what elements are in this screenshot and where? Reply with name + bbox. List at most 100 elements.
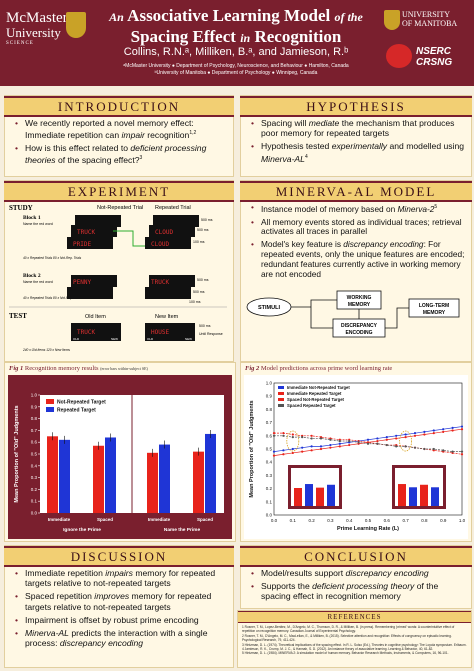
- screen-block2-3: [149, 275, 195, 287]
- series-point: [301, 446, 304, 449]
- block1-note: 40 x Repeated Trials 80 x Not-Rep. Trial…: [23, 256, 82, 260]
- series-point: [404, 433, 407, 436]
- series-point: [282, 434, 285, 437]
- poster-title: An Associative Learning Model of the Spa…: [109, 6, 363, 46]
- discussion-bullets: Immediate repetition impairs memory for …: [13, 568, 227, 651]
- reference-item: 2 Rosner, T. M., D'Angelo, M. C., MacLel…: [242, 633, 452, 643]
- y-tick-label: 0.8: [266, 407, 273, 412]
- fig2-xlabel: Prime Learning Rate (L): [337, 526, 399, 532]
- nserc-logo: NSERC CRSNG: [416, 46, 453, 68]
- test-header-old: Old Item: [85, 314, 106, 320]
- screen-block2-2: [67, 287, 113, 299]
- legend-swatch: [278, 404, 284, 407]
- repeat-arrow: [113, 230, 145, 247]
- references-list: 1 Rosner, T. M., Lopez-Benitez, M., D'An…: [238, 623, 471, 658]
- minerva-diagram: STIMULI WORKING MEMORY DISCREPANCY ENCOD…: [246, 290, 460, 338]
- series-point: [338, 445, 341, 448]
- introduction-heading: INTRODUCTION: [4, 96, 234, 117]
- word-truck: TRUCK: [77, 229, 95, 236]
- series-point: [357, 441, 360, 444]
- svg-text:STIMULI: STIMULI: [258, 305, 280, 311]
- test-header-new: New Item: [155, 314, 179, 320]
- screen-block2-1: [71, 275, 117, 287]
- series-point: [282, 449, 285, 452]
- test-screen-old: [71, 323, 121, 341]
- svg-text:500 ms: 500 ms: [193, 290, 205, 294]
- ltm-label: LONG-TERM: [419, 303, 449, 309]
- reference-item: 1 Rosner, T. M., Lopez-Benitez, M., D'An…: [242, 625, 455, 634]
- legend-label: Repeated Target: [57, 408, 96, 414]
- series-point: [376, 442, 379, 445]
- x-tick-label: 0.5: [365, 518, 372, 523]
- series-point: [385, 436, 388, 439]
- discussion-panel: DISCUSSION Immediate repetition impairs …: [4, 545, 234, 668]
- group-label: Name the Prime: [164, 527, 201, 533]
- y-tick-label: 0.1: [266, 499, 273, 504]
- series-point: [432, 432, 435, 435]
- y-tick-label: 0.3: [266, 473, 273, 478]
- minerva-heading: MINERVA-AL MODEL: [240, 181, 472, 202]
- series-point: [319, 447, 323, 451]
- series-point: [442, 428, 445, 431]
- list-item: Immediate repetition impairs memory for …: [13, 568, 227, 588]
- manitoba-crest-icon: [384, 10, 400, 30]
- series-point: [310, 437, 313, 440]
- list-item: Instance model of memory based on Minerv…: [249, 203, 465, 215]
- legend-swatch: [278, 398, 284, 401]
- ltm-label-2: MEMORY: [423, 310, 446, 316]
- svg-text:500 ms: 500 ms: [197, 228, 209, 232]
- list-item: How is this effect related to deficient …: [13, 143, 227, 165]
- fig1-ylabel: Mean Proportion of "Old" Judgments: [14, 405, 20, 502]
- y-tick-label: 0.9: [266, 394, 273, 399]
- svg-text:OLD: OLD: [147, 337, 154, 341]
- fig1-caption: Fig 1 Recognition memory results (error …: [9, 365, 148, 372]
- hypothesis-bullets: Spacing will mediate the mechanism that …: [249, 118, 465, 167]
- bar: [105, 437, 116, 513]
- svg-text:Until Response: Until Response: [199, 332, 223, 336]
- series-point: [413, 432, 417, 435]
- affiliations: ᵃMcMaster University ● Department of Psy…: [123, 63, 349, 76]
- series-point: [404, 436, 407, 439]
- x-tick-label: 0.8: [421, 518, 428, 523]
- series-point: [423, 447, 426, 451]
- series-point: [301, 436, 304, 439]
- bar: [205, 433, 216, 513]
- y-tick-label: 1.0: [266, 381, 273, 386]
- series-point: [329, 446, 332, 449]
- list-item: All memory events stored as individual t…: [249, 217, 465, 238]
- fig2-ylabel: Mean Proportion of "Old" Judgments: [249, 400, 255, 497]
- series-point: [376, 437, 379, 440]
- screen-block2-4: [145, 287, 191, 299]
- series-point: [338, 439, 341, 443]
- series-point: [301, 450, 304, 453]
- svg-text:NEW: NEW: [111, 337, 118, 341]
- poster-header: McMaster University SCIENCE An Associati…: [0, 0, 474, 86]
- svg-text:OLD: OLD: [73, 337, 80, 341]
- y-tick-label: 0.2: [31, 487, 38, 492]
- fig2-chart: 0.0 0.1 0.2 0.3 0.4 0.5 0.6 0.7 0.8 0.9 1.0 0.0 0.1 0…: [244, 375, 468, 539]
- x-tick-label: 1.0: [459, 518, 466, 523]
- screen-repeated-2: [149, 225, 195, 237]
- series-point: [282, 453, 285, 456]
- y-tick-label: 0.5: [266, 447, 273, 452]
- experiment-panel: EXPERIMENT STUDY Not-Repeated Trial Repe…: [4, 180, 234, 362]
- word-cloud-2: CLOUD: [151, 241, 169, 248]
- y-tick-label: 0.8: [31, 416, 38, 421]
- series-point: [310, 434, 313, 437]
- series-point: [460, 425, 464, 428]
- legend-label: Immediate Repeated Target: [287, 391, 342, 396]
- screen-repeated-1: [153, 215, 199, 227]
- svg-text:100 ms: 100 ms: [189, 300, 201, 304]
- legend-swatch: [46, 407, 54, 412]
- series-point: [432, 447, 435, 451]
- series-point: [460, 450, 464, 453]
- inset-bar: [316, 487, 324, 506]
- fig1-container: Fig 1 Recognition memory results (error …: [4, 362, 236, 542]
- experiment-heading: EXPERIMENT: [4, 181, 234, 202]
- series-point: [404, 445, 407, 448]
- mcmaster-shield-icon: [66, 12, 86, 38]
- x-tick-label: Immediate: [148, 517, 171, 522]
- introduction-bullets: We recently reported a novel memory effe…: [13, 118, 227, 169]
- inset-bar: [327, 484, 335, 506]
- series-point: [385, 443, 388, 447]
